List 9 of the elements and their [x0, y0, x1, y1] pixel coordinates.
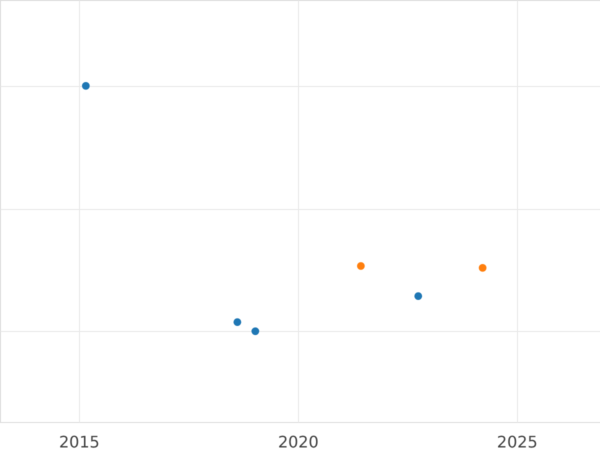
point — [414, 292, 422, 300]
point — [478, 264, 486, 272]
point — [82, 82, 90, 90]
x-tick-label: 2025 — [496, 432, 538, 450]
point — [234, 318, 242, 326]
x-tick-label: 2015 — [58, 432, 100, 450]
point — [251, 327, 260, 336]
point — [357, 262, 365, 270]
x-tick-label: 2020 — [278, 432, 319, 450]
